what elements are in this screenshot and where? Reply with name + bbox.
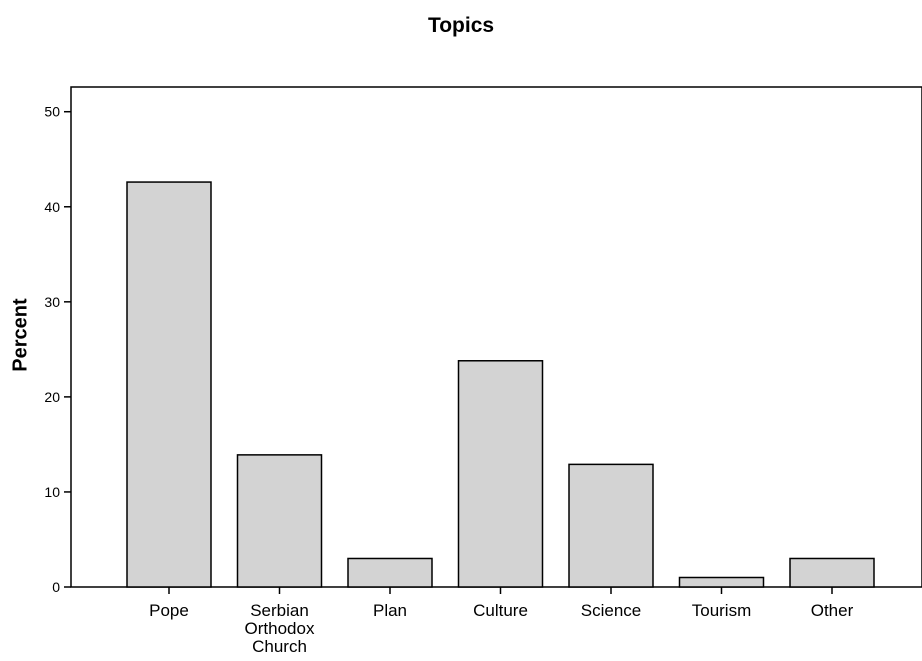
bar [236,454,323,588]
y-tick-label: 40 [44,199,60,215]
y-tick-label: 30 [44,294,60,310]
y-tick-label: 10 [44,484,60,500]
bar [678,576,765,588]
x-tick-label: Pope [149,601,189,620]
category-labels: Pope Serbian Orthodox Church Plan Culture Scie… [149,601,853,656]
x-tick-label: Science [581,601,641,620]
x-tick-label: Plan [373,601,407,620]
y-tick-label: 20 [44,389,60,405]
bar [347,557,433,588]
x-tick-label: Serbian Orthodox Church [245,601,315,656]
x-tick-label: Tourism [692,601,752,620]
bar [457,360,544,588]
chart-title: Topics [427,14,495,37]
x-tick-label: Other [811,601,854,620]
y-tick-label: 0 [52,579,60,595]
bar [126,181,212,588]
y-tick-label: 50 [44,104,60,120]
bar [789,557,875,588]
bars [126,181,875,588]
bar [568,463,654,588]
x-tick-label: Culture [473,601,528,620]
